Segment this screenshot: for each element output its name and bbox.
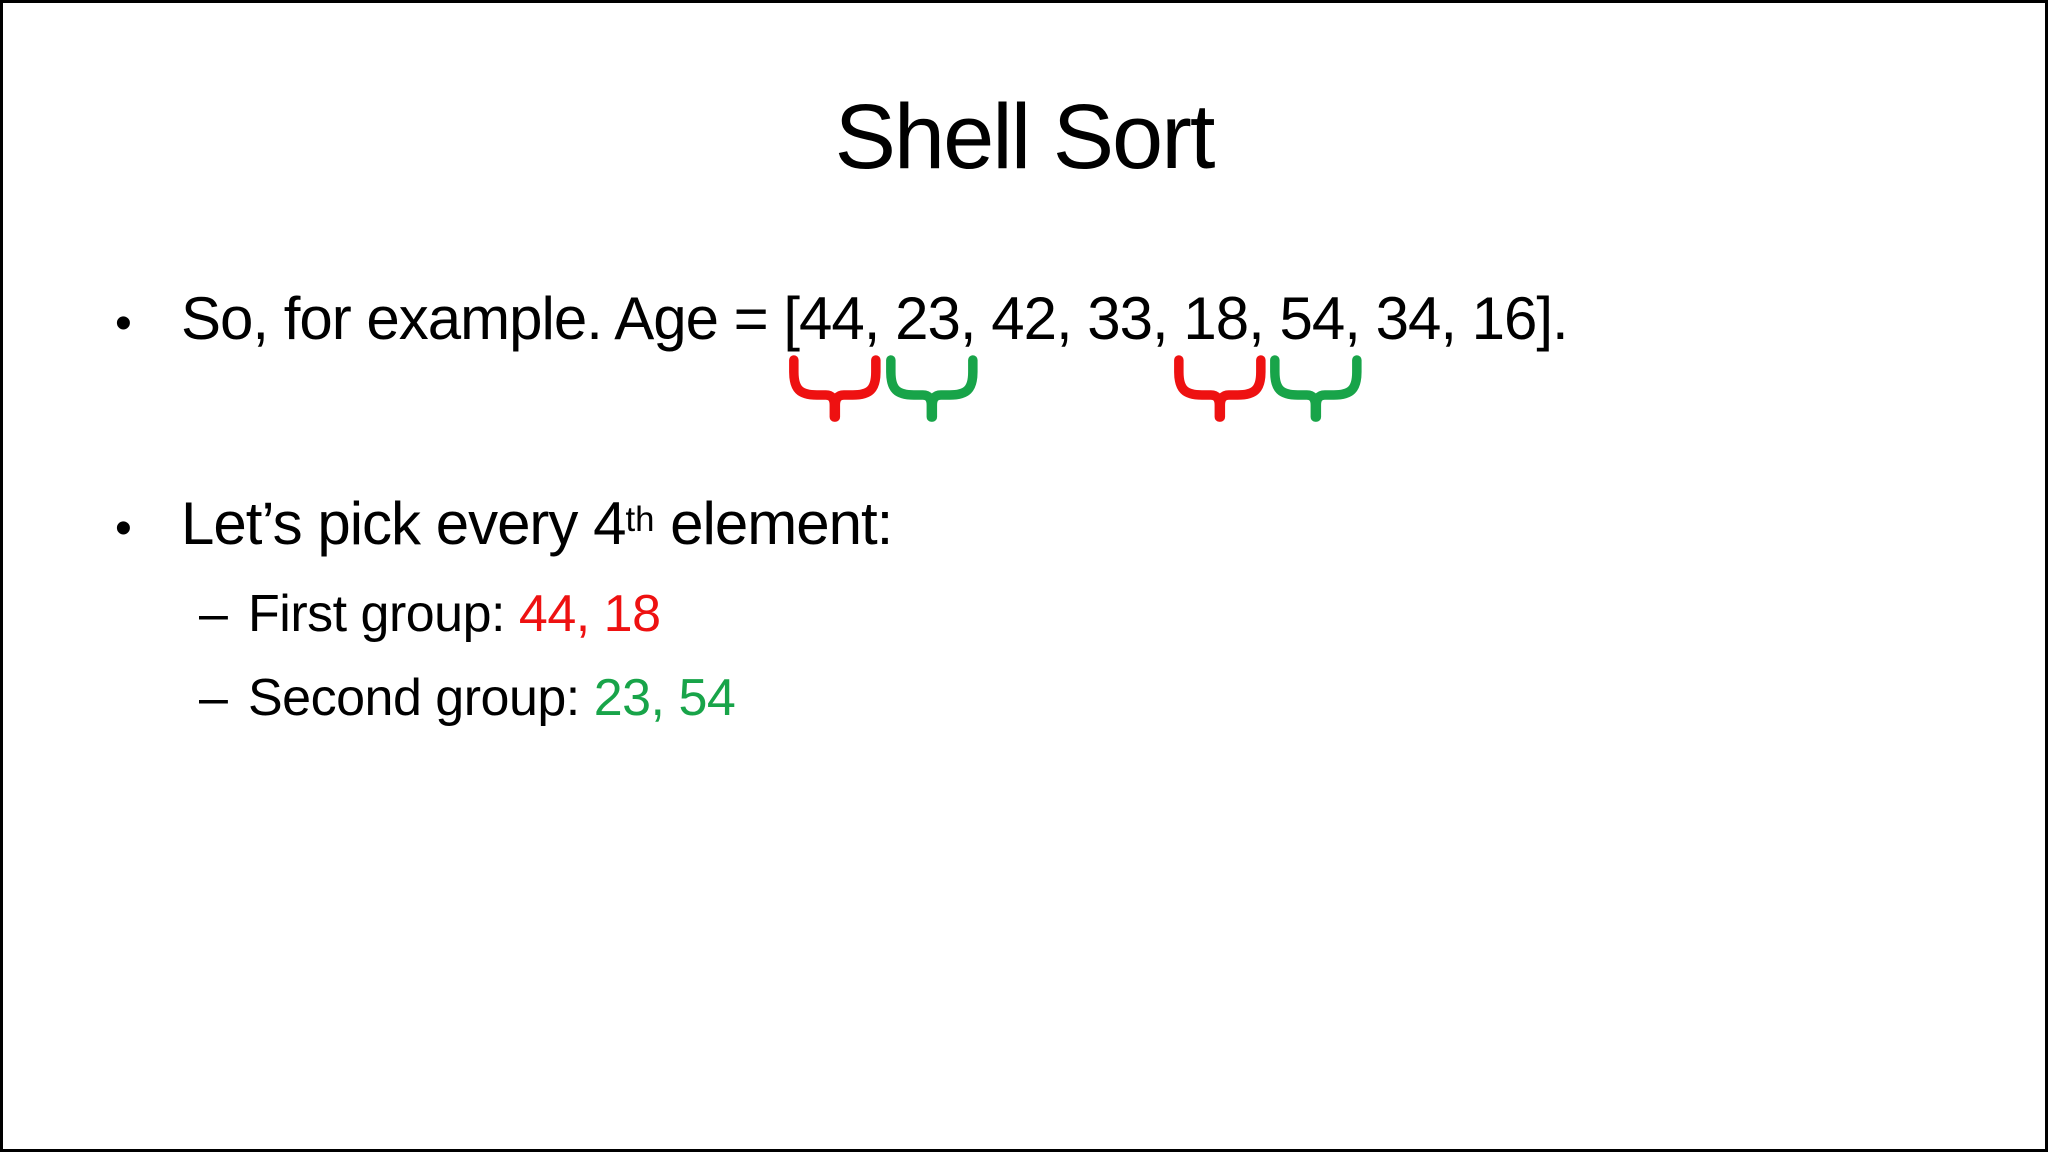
underbrace-red-icon bbox=[789, 355, 882, 422]
dash-marker: – bbox=[199, 585, 228, 643]
second-group-values: 23, 54 bbox=[593, 669, 736, 727]
text-segment: , 34, 16]. bbox=[1344, 285, 1568, 352]
array-item-23: 23 bbox=[885, 284, 978, 422]
bullet-pick-text: Let’s pick every 4th element: bbox=[181, 489, 893, 558]
bullet-dot: • bbox=[115, 502, 132, 555]
array-item-18: 18 bbox=[1173, 284, 1266, 422]
text-segment: 54 bbox=[1279, 285, 1345, 352]
bullet-pick-line: • Let’s pick every 4th element: bbox=[115, 489, 893, 558]
bullet-dot: • bbox=[115, 297, 132, 350]
text-segment: , bbox=[1248, 285, 1280, 352]
array-item-54: 54 bbox=[1269, 284, 1362, 422]
text-segment: So, for example. Age = [ bbox=[181, 285, 800, 352]
bullet-example-text: So, for example. Age = [44, 23, 42, 33, … bbox=[181, 284, 1569, 422]
sub-bullet-second-group: – Second group: 23, 54 bbox=[199, 669, 736, 729]
second-group-text: Second group: 23, 54 bbox=[248, 669, 736, 729]
superscript-th: th bbox=[625, 499, 655, 539]
text-segment: , 42, 33, bbox=[959, 285, 1184, 352]
text-segment: 44 bbox=[799, 285, 865, 352]
underbrace-green-icon bbox=[885, 355, 978, 422]
bullet-example-line: • So, for example. Age = [44, 23, 42, 33… bbox=[115, 284, 1569, 422]
underbrace-green-icon bbox=[1269, 355, 1362, 422]
dash-marker: – bbox=[199, 669, 228, 727]
array-item-44: 44 bbox=[789, 284, 882, 422]
underbrace-red-icon bbox=[1173, 355, 1266, 422]
group-label: First group: bbox=[248, 585, 519, 643]
text-segment: , bbox=[863, 285, 896, 352]
text-segment: 18 bbox=[1183, 285, 1249, 352]
first-group-values: 44, 18 bbox=[518, 585, 661, 643]
first-group-text: First group: 44, 18 bbox=[248, 585, 661, 645]
text-segment: Let’s pick every 4 bbox=[181, 490, 626, 557]
group-label: Second group: bbox=[248, 669, 594, 727]
text-segment: element: bbox=[654, 490, 893, 557]
sub-bullet-first-group: – First group: 44, 18 bbox=[199, 585, 661, 645]
text-segment: 23 bbox=[895, 285, 961, 352]
slide-title: Shell Sort bbox=[834, 86, 1216, 188]
